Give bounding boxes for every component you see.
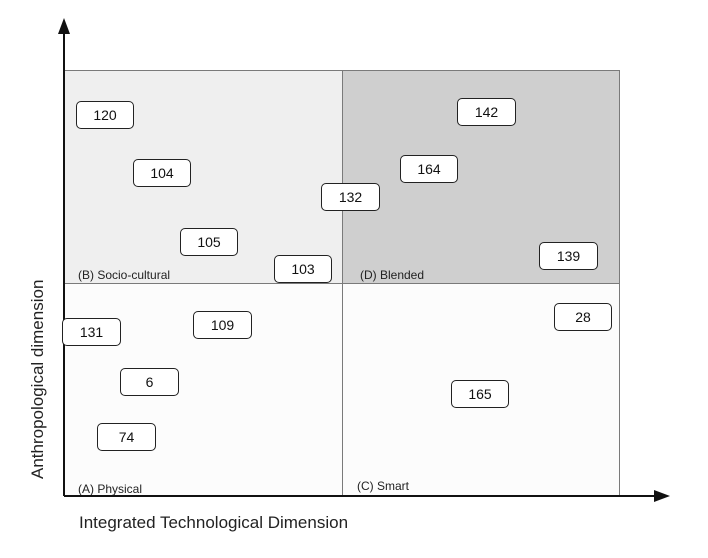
quadrant-label-a: (A) Physical <box>78 482 143 496</box>
item-box-120: 120 <box>76 101 134 129</box>
item-box-132: 132 <box>321 183 380 211</box>
item-box-74: 74 <box>97 423 156 451</box>
item-box-139: 139 <box>539 242 598 270</box>
item-box-142: 142 <box>457 98 516 126</box>
item-box-164: 164 <box>400 155 458 183</box>
x-axis-arrow-icon <box>654 490 670 502</box>
item-box-104: 104 <box>133 159 191 187</box>
item-box-28: 28 <box>554 303 612 331</box>
y-axis-arrow-icon <box>58 18 70 34</box>
item-box-6: 6 <box>120 368 179 396</box>
quadrant-label-d: (D) Blended <box>360 268 425 282</box>
item-box-105: 105 <box>180 228 238 256</box>
item-box-109: 109 <box>193 311 252 339</box>
item-box-131: 131 <box>62 318 121 346</box>
item-box-103: 103 <box>274 255 332 283</box>
item-box-165: 165 <box>451 380 509 408</box>
y-axis-label: Anthropological dimension <box>28 279 47 479</box>
quadrant-label-c: (C) Smart <box>357 479 409 493</box>
quadrant-label-b: (B) Socio-cultural <box>78 268 171 282</box>
x-axis-label: Integrated Technological Dimension <box>79 513 349 532</box>
